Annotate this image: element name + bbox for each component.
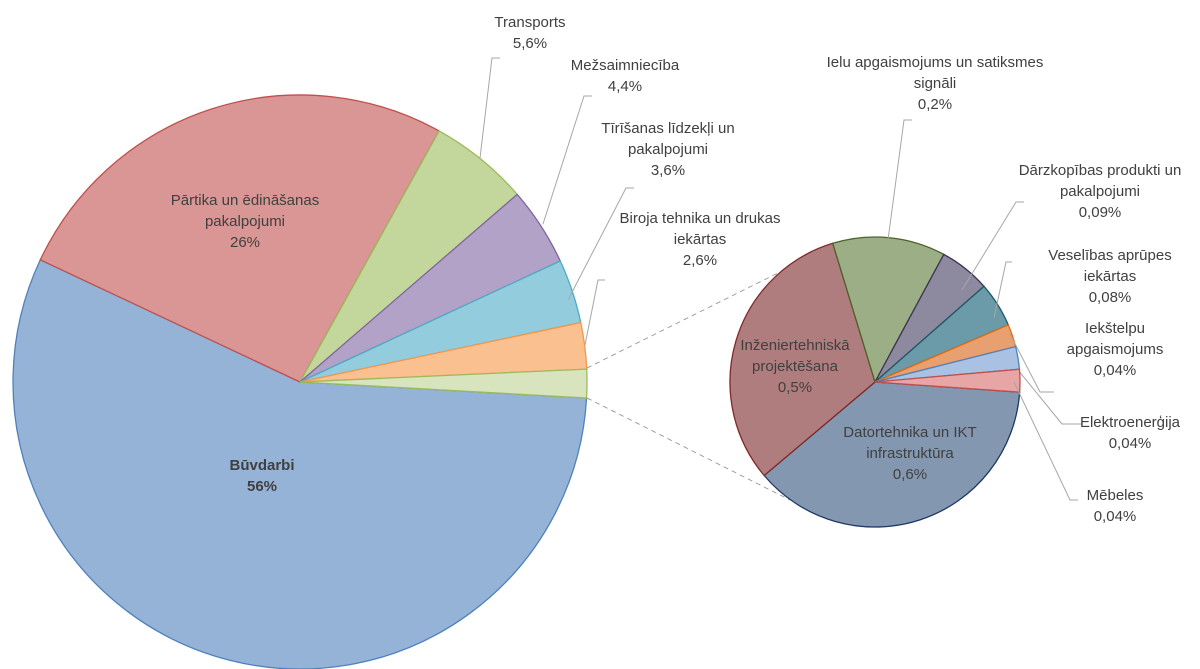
- pie-slice: [299, 368, 588, 399]
- pie-slice: [12, 258, 588, 669]
- label-text: 56%: [246, 478, 278, 495]
- label-text: Datortehnika un IKT infrastruktūra: [843, 424, 977, 462]
- label-text: Iekštelpu apgaismojums: [1066, 320, 1164, 358]
- leader-line: [887, 119, 912, 241]
- label-text: 0,09%: [1078, 204, 1122, 221]
- leader-line: [1017, 369, 1082, 425]
- data-label: Būvdarbi 56%: [182, 455, 342, 497]
- leader-line: [1009, 333, 1054, 393]
- label-text: 2,6%: [682, 252, 718, 269]
- label-text: 26%: [229, 234, 261, 251]
- leader-line: [961, 201, 1024, 291]
- label-text: 0,04%: [1093, 362, 1137, 379]
- label-text: 0,04%: [1093, 508, 1137, 525]
- leader-line: [584, 279, 605, 346]
- pie-slice: [763, 381, 1021, 528]
- label-text: Tīrīšanas līdzekļi un pakalpojumi: [601, 120, 735, 158]
- label-text: 0,5%: [777, 379, 813, 396]
- leader-line: [479, 57, 500, 159]
- label-text: Ielu apgaismojums un satiksmes signāli: [826, 54, 1044, 92]
- data-label: Iekštelpu apgaismojums 0,04%: [1055, 318, 1175, 381]
- data-label: Inženiertehniskā projektēšana 0,5%: [715, 335, 875, 398]
- label-text: Dārzkopības produkti un pakalpojumi: [1018, 162, 1182, 200]
- label-text: 0,08%: [1088, 289, 1132, 306]
- label-text: 0,04%: [1108, 435, 1152, 452]
- label-text: Būvdarbi: [229, 457, 295, 474]
- label-text: 3,6%: [650, 162, 686, 179]
- data-label: Mežsaimniecība 4,4%: [545, 55, 705, 97]
- label-text: Pārtika un ēdināšanas pakalpojumi: [170, 192, 320, 230]
- connector: [586, 261, 801, 369]
- leader-line: [567, 187, 634, 301]
- data-label: Pārtika un ēdināšanas pakalpojumi 26%: [145, 190, 345, 253]
- data-label: Ielu apgaismojums un satiksmes signāli 0,…: [825, 52, 1045, 115]
- label-text: 4,4%: [607, 78, 643, 95]
- pie-slice: [729, 242, 876, 477]
- data-label: Biroja tehnika un drukas iekārtas 2,6%: [600, 208, 800, 271]
- label-text: Inženiertehniskā projektēšana: [740, 337, 850, 375]
- label-text: Mēbeles: [1086, 487, 1144, 504]
- pie-slice: [874, 368, 1021, 393]
- data-label: Elektroenerģija 0,04%: [1065, 412, 1195, 454]
- data-label: Dārzkopības produkti un pakalpojumi 0,09%: [1000, 160, 1200, 223]
- label-text: 0,2%: [917, 96, 953, 113]
- data-label: Veselības aprūpes iekārtas 0,08%: [1030, 245, 1190, 308]
- leader-line: [1013, 381, 1078, 501]
- label-text: Veselības aprūpes iekārtas: [1048, 247, 1172, 285]
- label-text: 0,6%: [892, 466, 928, 483]
- label-text: 5,6%: [512, 35, 548, 52]
- data-label: Datortehnika un IKT infrastruktūra 0,6%: [820, 422, 1000, 485]
- connector: [586, 397, 791, 501]
- label-text: Biroja tehnika un drukas iekārtas: [619, 210, 781, 248]
- leader-line: [542, 95, 592, 225]
- leader-line: [993, 261, 1012, 319]
- data-label: Transports 5,6%: [470, 12, 590, 54]
- label-text: Mežsaimniecība: [570, 57, 680, 74]
- data-label: Mēbeles 0,04%: [1065, 485, 1165, 527]
- data-label: Tīrīšanas līdzekļi un pakalpojumi 3,6%: [578, 118, 758, 181]
- label-text: Elektroenerģija: [1079, 414, 1181, 431]
- label-text: Transports: [494, 14, 566, 31]
- pie-slice: [831, 236, 945, 384]
